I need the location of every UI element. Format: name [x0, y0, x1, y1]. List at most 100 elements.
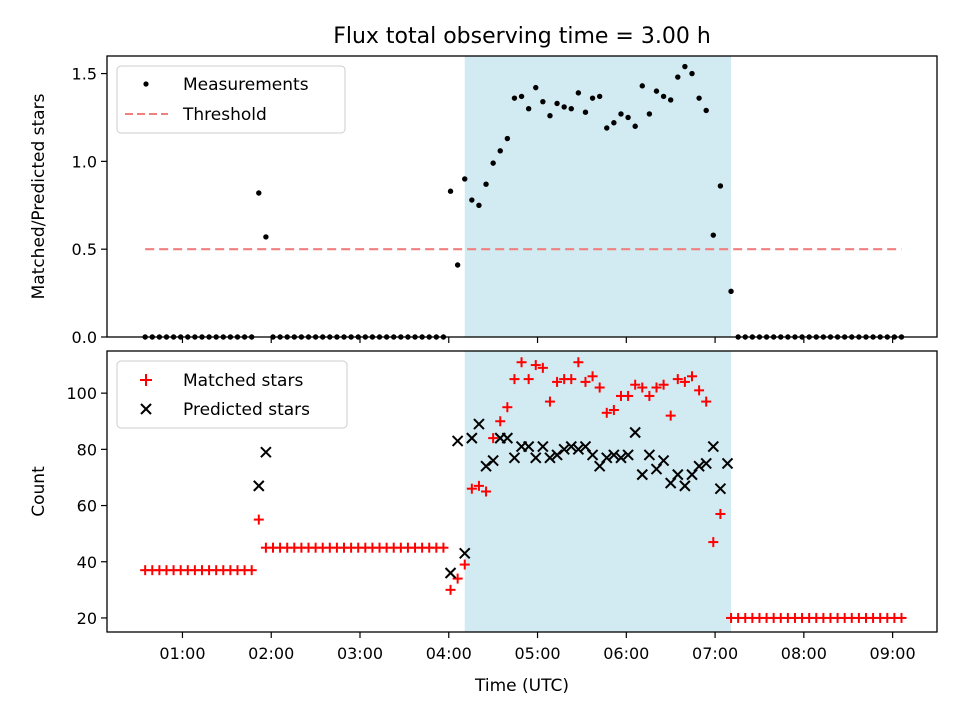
predicted-star-point — [657, 454, 670, 467]
matched-star-point — [672, 374, 683, 385]
matched-star-point — [623, 390, 634, 401]
x-tick-label: 04:00 — [426, 644, 472, 663]
measurement-point — [256, 190, 262, 196]
ratio-shaded-span — [464, 56, 732, 337]
predicted-star-point — [444, 567, 457, 579]
y-tick-label: 60 — [77, 497, 97, 516]
matched-star-point — [530, 360, 541, 371]
matched-star-point — [658, 379, 669, 390]
count-legend: Matched stars Predicted stars — [116, 360, 348, 429]
predicted-star-point — [459, 547, 471, 560]
legend-measurements-label: Measurements — [183, 75, 309, 95]
ratio-panel: 0.0 0.5 1.0 1.5 Matched/Predicted stars Mea… — [29, 55, 938, 347]
measurement-point — [575, 90, 582, 96]
matched-star-point — [573, 357, 584, 368]
measurement-point — [604, 125, 610, 131]
predicted-star-point — [522, 440, 535, 453]
measurement-point — [518, 93, 525, 100]
matched-star-point — [637, 382, 648, 393]
predicted-star-point — [530, 452, 542, 464]
predicted-star-point — [636, 468, 648, 481]
matched-star-point — [488, 433, 499, 444]
measurement-point — [682, 63, 688, 70]
count-x-ticks: 01:00 02:00 03:00 04:00 05:00 06:00 07:00 08:00… — [159, 632, 916, 663]
measurement-point — [561, 104, 567, 110]
chart-title: Flux total observing time = 3.00 h — [333, 24, 711, 49]
predicted-star-point — [451, 435, 464, 447]
measurement-point — [469, 197, 475, 203]
legend-predicted-label: Predicted stars — [183, 400, 310, 420]
matched-star-point — [686, 371, 697, 382]
measurement-point — [497, 148, 503, 154]
matched-star-point — [715, 508, 726, 519]
measurement-point — [611, 120, 617, 126]
x-tick-label: 05:00 — [514, 644, 560, 663]
measurement-point — [675, 74, 681, 80]
predicted-star-point — [608, 449, 620, 461]
y-tick-label: 20 — [77, 609, 97, 628]
measurement-point — [596, 93, 603, 100]
measurement-point — [667, 97, 674, 103]
matched-star-point — [502, 402, 513, 413]
predicted-star-point — [260, 446, 272, 458]
count-shaded-span — [464, 351, 732, 632]
predicted-stars-points — [253, 418, 734, 579]
measurement-point — [462, 176, 468, 182]
matched-star-point — [630, 379, 641, 390]
count-legend-box — [116, 360, 348, 429]
matched-star-point — [896, 612, 907, 623]
ratio-x-ticks — [181, 337, 894, 343]
ratio-axes-frame — [106, 55, 938, 338]
predicted-star-point — [572, 443, 585, 456]
predicted-star-point — [501, 432, 514, 444]
matched-star-point — [644, 390, 655, 401]
predicted-star-point — [615, 452, 627, 464]
matched-star-point — [679, 376, 690, 387]
measurement-point — [589, 95, 596, 101]
predicted-star-point — [622, 449, 634, 461]
x-tick-label: 01:00 — [159, 644, 205, 663]
legend-threshold-label: Threshold — [182, 105, 267, 125]
measurement-point — [703, 107, 709, 114]
predicted-star-point — [473, 418, 485, 430]
ratio-legend: Measurements Threshold — [116, 65, 346, 134]
ratio-legend-box — [116, 65, 346, 134]
measurement-point — [554, 100, 560, 107]
measurement-point — [582, 109, 589, 115]
x-axis-label: Time (UTC) — [474, 676, 569, 696]
measurement-point — [483, 181, 489, 187]
x-tick-label: 03:00 — [337, 644, 383, 663]
count-y-axis-label: Count — [29, 466, 49, 517]
matched-star-point — [481, 486, 492, 497]
matched-star-point — [651, 382, 662, 393]
matched-star-point — [445, 584, 456, 595]
measurement-point — [533, 84, 539, 91]
measurement-point — [525, 105, 532, 112]
measurement-point — [632, 123, 638, 129]
measurement-point — [476, 202, 482, 208]
x-tick-label: 09:00 — [870, 644, 916, 663]
matched-star-point — [580, 376, 591, 387]
predicted-star-point — [707, 440, 720, 453]
predicted-star-point — [480, 460, 492, 472]
measurement-point — [639, 83, 645, 89]
measurement-point — [511, 95, 518, 101]
matched-star-point — [708, 537, 719, 548]
predicted-star-point — [643, 449, 656, 461]
matched-star-point — [473, 480, 484, 491]
measurement-point — [660, 93, 667, 100]
measurement-point — [540, 98, 546, 105]
matched-star-point — [459, 559, 470, 570]
y-tick-label: 0.0 — [72, 328, 97, 347]
measurement-point — [454, 262, 461, 268]
legend-matched-marker — [140, 374, 152, 386]
measurement-point — [653, 88, 660, 94]
matched-star-point — [701, 396, 712, 407]
matched-star-point — [509, 374, 520, 385]
predicted-star-point — [601, 452, 613, 464]
count-panel: 20 40 60 80 100 01:00 02:00 03:00 04:00 05:00 06:… — [29, 350, 938, 696]
matched-star-point — [246, 565, 257, 576]
measurement-point — [547, 113, 553, 119]
measurement-point — [689, 70, 695, 77]
